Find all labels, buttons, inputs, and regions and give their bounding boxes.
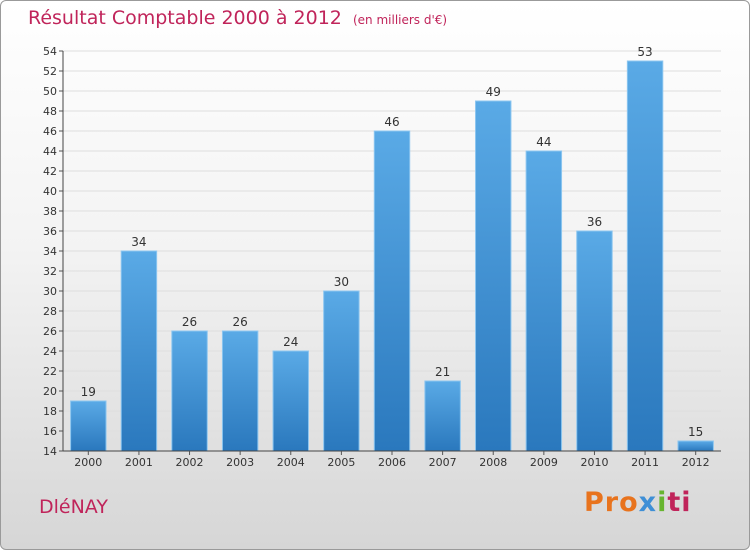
chart-title-unit: (en milliers d'€) xyxy=(352,13,448,27)
x-tick-label: 2012 xyxy=(682,456,710,469)
data-label-2001: 34 xyxy=(131,235,146,249)
y-tick-label: 18 xyxy=(43,405,57,418)
logo-part-3: i xyxy=(657,487,668,518)
data-label-2010: 36 xyxy=(587,215,602,229)
x-tick-label: 2010 xyxy=(580,456,608,469)
y-tick-label: 36 xyxy=(43,225,57,238)
x-tick-label: 2000 xyxy=(74,456,102,469)
y-tick-label: 40 xyxy=(43,185,57,198)
x-tick-label: 2006 xyxy=(378,456,406,469)
bar-2010 xyxy=(576,230,613,452)
bar-2008 xyxy=(475,100,512,452)
logo-part-2: x xyxy=(638,487,658,518)
x-tick-label: 2007 xyxy=(429,456,457,469)
y-tick-label: 44 xyxy=(43,145,57,158)
data-label-2004: 24 xyxy=(283,335,298,349)
y-tick-label: 20 xyxy=(43,385,57,398)
y-tick-label: 28 xyxy=(43,305,57,318)
logo-part-1: Pro xyxy=(584,487,639,518)
x-tick-label: 2001 xyxy=(125,456,153,469)
data-label-2007: 21 xyxy=(435,365,450,379)
y-tick-label: 26 xyxy=(43,325,57,338)
bar-2001 xyxy=(120,250,158,452)
commune-name: DléNAY xyxy=(39,496,108,518)
y-tick-label: 48 xyxy=(43,105,57,118)
x-tick-label: 2011 xyxy=(631,456,659,469)
y-tick-label: 34 xyxy=(43,245,57,258)
bar-2000 xyxy=(70,400,107,452)
y-tick-label: 46 xyxy=(43,125,57,138)
x-tick-label: 2003 xyxy=(226,456,254,469)
chart-title-main: Résultat Comptable 2000 à 2012 xyxy=(28,7,342,29)
y-tick-label: 30 xyxy=(43,285,57,298)
bar-2003 xyxy=(221,330,259,452)
bar-2006 xyxy=(373,130,411,452)
data-label-2012: 15 xyxy=(688,425,703,439)
data-label-2008: 49 xyxy=(486,85,501,99)
data-label-2003: 26 xyxy=(233,315,248,329)
y-tick-label: 32 xyxy=(43,265,57,278)
x-tick-label: 2004 xyxy=(277,456,305,469)
bar-2012 xyxy=(677,440,714,452)
y-tick-label: 42 xyxy=(43,165,57,178)
data-label-2002: 26 xyxy=(182,315,197,329)
y-tick-label: 14 xyxy=(43,445,57,458)
bar-2002 xyxy=(171,330,208,452)
data-label-2006: 46 xyxy=(384,115,399,129)
proxiti-logo: Proxiti xyxy=(584,487,692,518)
logo-part-4: ti xyxy=(667,487,692,518)
y-tick-label: 54 xyxy=(43,45,57,58)
bar-2005 xyxy=(323,290,360,452)
bar-2004 xyxy=(272,350,309,452)
x-tick-label: 2008 xyxy=(479,456,507,469)
y-tick-label: 16 xyxy=(43,425,57,438)
x-tick-label: 2002 xyxy=(176,456,204,469)
y-tick-label: 24 xyxy=(43,345,57,358)
data-label-2011: 53 xyxy=(637,45,652,59)
x-tick-label: 2009 xyxy=(530,456,558,469)
x-tick-label: 2005 xyxy=(327,456,355,469)
bar-2011 xyxy=(626,60,664,452)
y-tick-label: 38 xyxy=(43,205,57,218)
chart-title: Résultat Comptable 2000 à 2012 (en milli… xyxy=(28,7,447,29)
y-tick-label: 52 xyxy=(43,65,57,78)
y-tick-label: 50 xyxy=(43,85,57,98)
data-label-2000: 19 xyxy=(81,385,96,399)
data-label-2005: 30 xyxy=(334,275,349,289)
bar-2007 xyxy=(424,380,461,452)
data-label-2009: 44 xyxy=(536,135,551,149)
bar-2009 xyxy=(525,150,563,452)
y-tick-label: 22 xyxy=(43,365,57,378)
